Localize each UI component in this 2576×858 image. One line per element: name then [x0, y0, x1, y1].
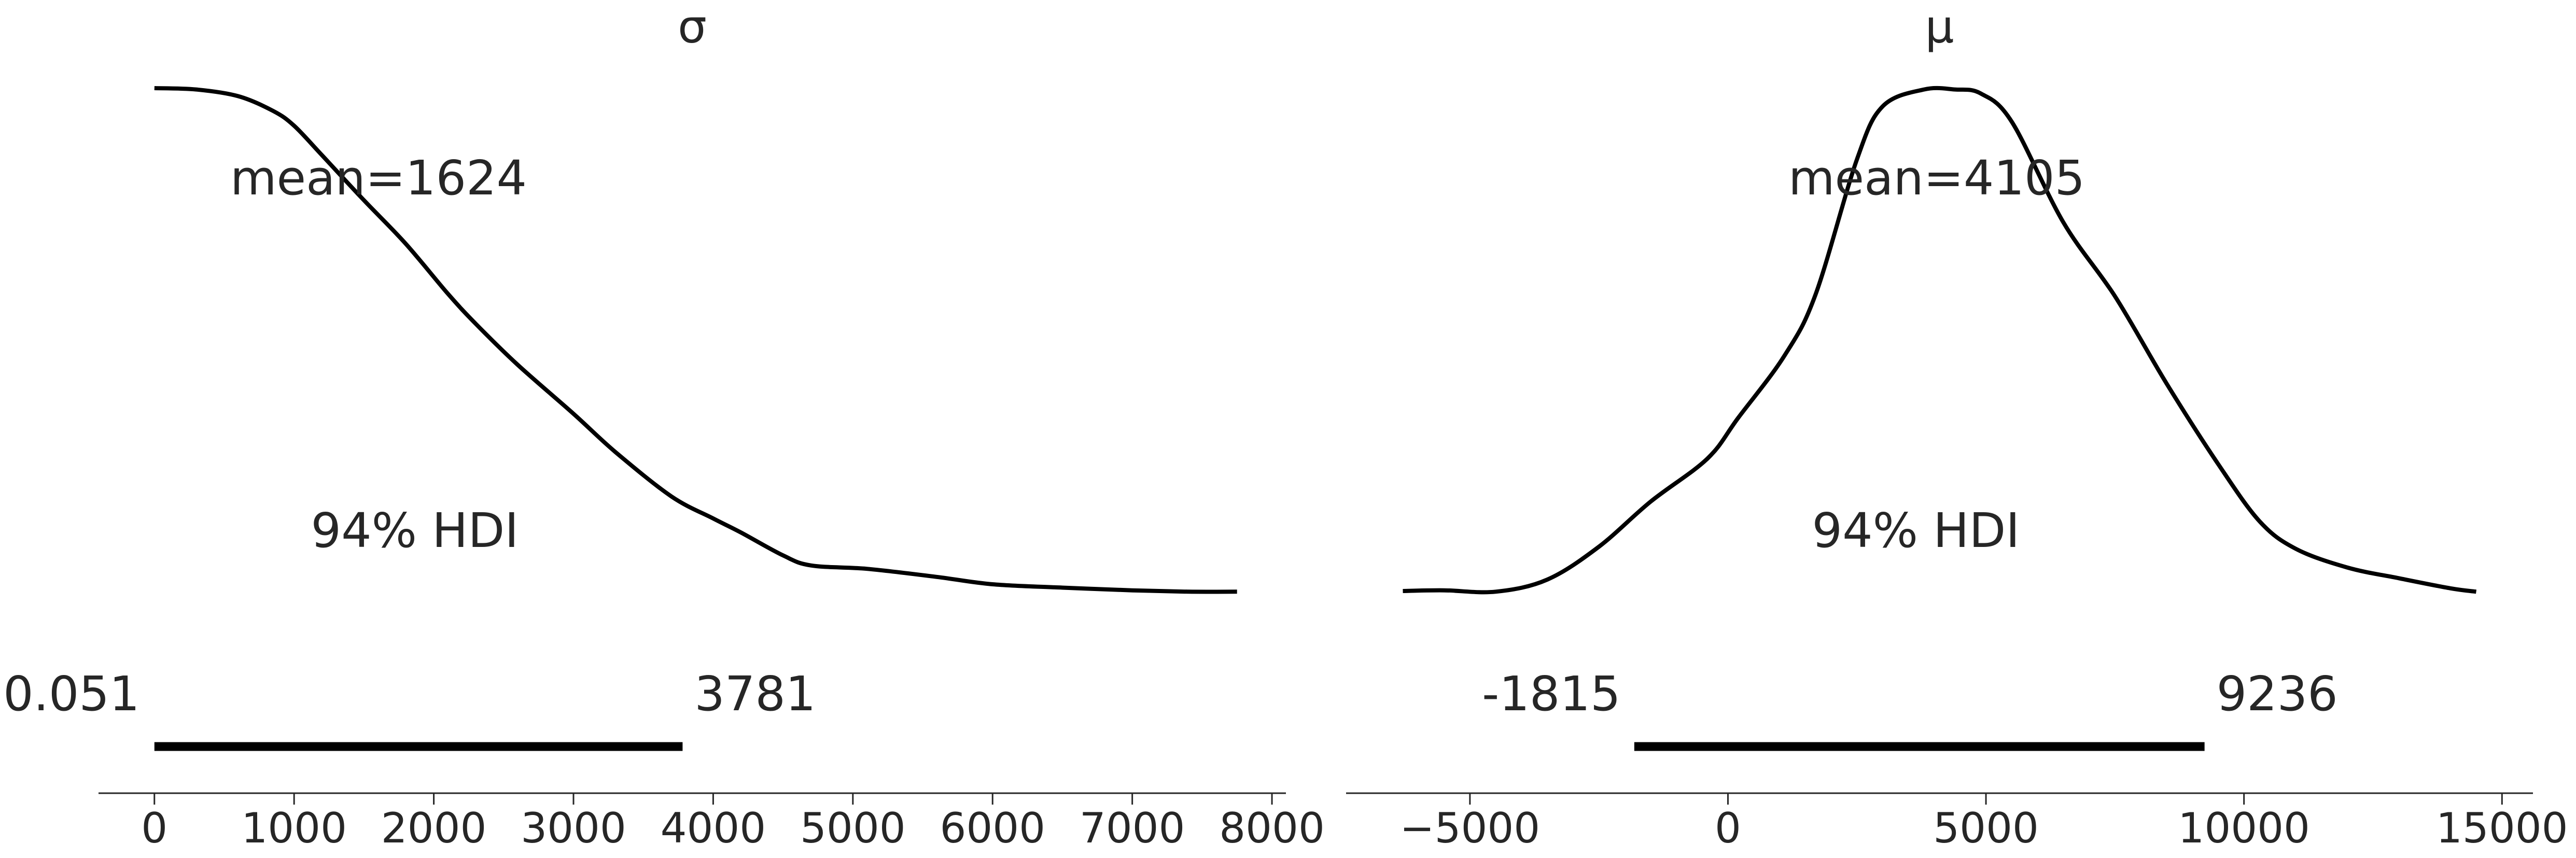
- hdi-high-label: 9236: [2217, 666, 2338, 722]
- x-tick-label: 2000: [381, 804, 487, 852]
- hdi-label: 94% HDI: [311, 503, 519, 558]
- x-tick-label: 1000: [241, 804, 347, 852]
- mean-annotation: mean=1624: [230, 150, 527, 206]
- hdi-low-label: 0.051: [3, 666, 139, 722]
- x-tick-label: 15000: [2436, 804, 2568, 852]
- x-tick-label: 10000: [2178, 804, 2310, 852]
- hdi-low-label: -1815: [1482, 666, 1620, 722]
- x-tick-label: 7000: [1080, 804, 1185, 852]
- hdi-high-label: 3781: [694, 666, 816, 722]
- x-axis: −5000 0 5000 10000 15000: [1346, 792, 2568, 852]
- density-curve: [154, 86, 1237, 594]
- x-tick-label: 8000: [1219, 804, 1325, 852]
- plot-area: [154, 86, 1237, 751]
- mean-annotation: mean=4105: [1788, 150, 2085, 206]
- hdi-label: 94% HDI: [1812, 503, 2020, 558]
- plot-area: [1403, 86, 2477, 751]
- panel-sigma: σ mean=1624 94% HDI 0.051 3781 0 1000 2000…: [3, 0, 1325, 852]
- x-tick-label: 3000: [521, 804, 626, 852]
- density-curve: [1403, 86, 2477, 595]
- panel-mu: μ mean=4105 94% HDI -1815 9236 −5000 0 500…: [1346, 0, 2568, 852]
- x-tick-label: 5000: [1933, 804, 2039, 852]
- panel-title: μ: [1925, 0, 1954, 53]
- x-tick-label: 6000: [940, 804, 1045, 852]
- x-tick-label: 0: [141, 804, 167, 852]
- x-tick-label: 0: [1715, 804, 1741, 852]
- x-tick-label: 4000: [661, 804, 766, 852]
- x-tick-label: −5000: [1400, 804, 1541, 852]
- panel-title: σ: [678, 0, 707, 53]
- x-tick-label: 5000: [800, 804, 906, 852]
- x-axis: 0 1000 2000 3000 4000 5000 6000 7000 8000: [99, 792, 1325, 852]
